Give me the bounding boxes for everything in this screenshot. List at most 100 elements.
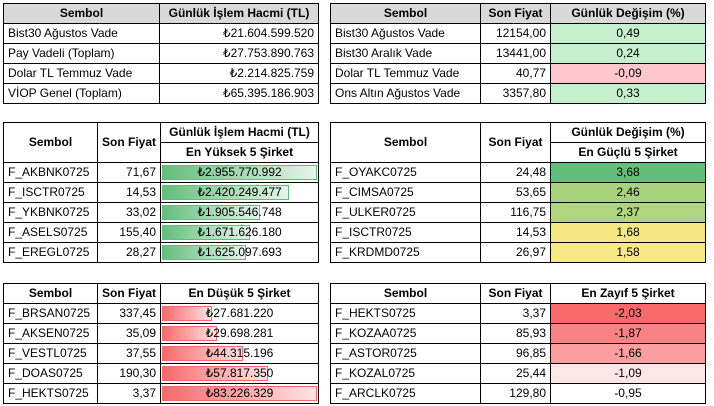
data-bar bbox=[162, 326, 217, 341]
price-cell: 3,37 bbox=[96, 383, 162, 404]
symbol-cell: F_AKSEN0725 bbox=[3, 323, 98, 344]
symbol-cell: F_ARCLK0725 bbox=[330, 383, 481, 404]
price-cell: 155,40 bbox=[96, 222, 162, 243]
price-cell: 14,53 bbox=[96, 182, 162, 203]
data-bar bbox=[162, 185, 289, 200]
table-row: Bist30 Ağustos Vade 12154,00 0,49 bbox=[330, 23, 706, 44]
symbol-cell: Pay Vadeli (Toplam) bbox=[3, 43, 160, 64]
volume-value: ₺1.625.097.693 bbox=[197, 245, 282, 259]
col-header-price: Son Fiyat bbox=[480, 283, 551, 304]
col-header-volume: Günlük İşlem Hacmi (TL) bbox=[159, 3, 319, 24]
symbol-cell: Ons Altın Ağustos Vade bbox=[330, 83, 481, 104]
price-cell: 13441,00 bbox=[480, 43, 551, 64]
summary-change-table: Sembol Son Fiyat Günlük Değişim (%) Bist… bbox=[330, 3, 706, 104]
symbol-cell: VİOP Genel (Toplam) bbox=[3, 83, 160, 104]
volume-bar-cell: ₺57.817.350 bbox=[160, 363, 320, 384]
top-gainers-table: Sembol Son Fiyat Günlük Değişim (%) En G… bbox=[330, 122, 706, 263]
table-row: F_VESTL0725 37,55 ₺44.315.196 bbox=[3, 343, 320, 364]
volume-bar-cell: ₺1.671.626.180 bbox=[160, 222, 320, 243]
price-cell: 14,53 bbox=[480, 222, 551, 243]
subheader-top-gainers: En Güçlü 5 Şirket bbox=[550, 142, 706, 163]
change-cell: 0,24 bbox=[550, 43, 706, 64]
price-cell: 33,02 bbox=[96, 202, 162, 223]
price-cell: 129,80 bbox=[480, 383, 551, 404]
data-bar bbox=[162, 366, 269, 381]
price-cell: 85,93 bbox=[480, 323, 551, 344]
table-row: F_DOAS0725 190,30 ₺57.817.350 bbox=[3, 363, 320, 384]
col-header-price: Son Fiyat bbox=[96, 283, 162, 304]
table-row: F_HEKTS0725 3,37 -2,03 bbox=[330, 303, 706, 324]
volume-bar-cell: ₺2.955.770.992 bbox=[160, 162, 320, 183]
price-cell: 35,09 bbox=[96, 323, 162, 344]
table-row: F_ULKER0725 116,75 2,37 bbox=[330, 202, 706, 223]
col-header-symbol: Sembol bbox=[330, 3, 481, 24]
table-row: F_ASELS0725 155,40 ₺1.671.626.180 bbox=[3, 222, 320, 243]
change-cell: -1,09 bbox=[550, 363, 706, 384]
low-volume-table: Sembol Son Fiyat En Düşük 5 Şirket F_BRS… bbox=[3, 283, 320, 404]
table-row: F_ISCTR0725 14,53 1,68 bbox=[330, 222, 706, 243]
table-row: Pay Vadeli (Toplam) ₺27.753.890.763 bbox=[3, 43, 319, 64]
change-cell: -1,66 bbox=[550, 343, 706, 364]
price-cell: 25,44 bbox=[480, 363, 551, 384]
volume-bar-cell: ₺1.625.097.693 bbox=[160, 242, 320, 263]
volume-value: ₺57.817.350 bbox=[205, 366, 274, 380]
symbol-cell: F_YKBNK0725 bbox=[3, 202, 98, 223]
col-header-lowest: En Düşük 5 Şirket bbox=[160, 283, 320, 304]
change-cell: 1,68 bbox=[550, 222, 706, 243]
col-header-symbol: Sembol bbox=[3, 283, 98, 304]
change-cell: 2,46 bbox=[550, 182, 706, 203]
data-bar bbox=[162, 386, 318, 401]
symbol-cell: F_VESTL0725 bbox=[3, 343, 98, 364]
price-cell: 28,27 bbox=[96, 242, 162, 263]
volume-cell: ₺65.395.186.903 bbox=[159, 83, 319, 104]
symbol-cell: F_CIMSA0725 bbox=[330, 182, 481, 203]
volume-cell: ₺2.214.825.759 bbox=[159, 63, 319, 84]
table-row: F_HEKTS0725 3,37 ₺83.226.329 bbox=[3, 383, 320, 404]
change-cell: -2,03 bbox=[550, 303, 706, 324]
symbol-cell: F_ASTOR0725 bbox=[330, 343, 481, 364]
symbol-cell: F_KRDMD0725 bbox=[330, 242, 481, 263]
col-header-symbol: Sembol bbox=[330, 283, 481, 304]
symbol-cell: F_ISCTR0725 bbox=[330, 222, 481, 243]
price-cell: 71,67 bbox=[96, 162, 162, 183]
data-bar bbox=[162, 225, 250, 240]
volume-value: ₺29.698.281 bbox=[205, 326, 274, 340]
change-cell: 0,49 bbox=[550, 23, 706, 44]
summary-volume-panel: Sembol Günlük İşlem Hacmi (TL) Bist30 Ağ… bbox=[3, 3, 319, 104]
symbol-cell: F_AKBNK0725 bbox=[3, 162, 98, 183]
col-header-symbol: Sembol bbox=[3, 3, 160, 24]
volume-value: ₺1.905.546.748 bbox=[197, 205, 282, 219]
data-bar bbox=[162, 306, 212, 321]
col-header-volume: Günlük İşlem Hacmi (TL) bbox=[160, 122, 320, 143]
summary-change-panel: Sembol Son Fiyat Günlük Değişim (%) Bist… bbox=[330, 3, 706, 104]
price-cell: 337,45 bbox=[96, 303, 162, 324]
price-cell: 37,55 bbox=[96, 343, 162, 364]
volume-cell: ₺27.753.890.763 bbox=[159, 43, 319, 64]
volume-value: ₺1.671.626.180 bbox=[197, 225, 282, 239]
data-bar bbox=[162, 346, 244, 361]
symbol-cell: Bist30 Ağustos Vade bbox=[3, 23, 160, 44]
price-cell: 116,75 bbox=[480, 202, 551, 223]
volume-value: ₺2.955.770.992 bbox=[197, 165, 282, 179]
change-cell: 0,33 bbox=[550, 83, 706, 104]
top-gainers-panel: Sembol Son Fiyat Günlük Değişim (%) En G… bbox=[330, 122, 706, 263]
change-cell: 3,68 bbox=[550, 162, 706, 183]
price-cell: 96,85 bbox=[480, 343, 551, 364]
symbol-cell: F_HEKTS0725 bbox=[330, 303, 481, 324]
volume-value: ₺44.315.196 bbox=[205, 346, 274, 360]
table-row: F_CIMSA0725 53,65 2,46 bbox=[330, 182, 706, 203]
top-losers-table: Sembol Son Fiyat En Zayıf 5 Şirket F_HEK… bbox=[330, 283, 706, 404]
top-volume-table: Sembol Son Fiyat Günlük İşlem Hacmi (TL)… bbox=[3, 122, 320, 263]
col-header-change: Günlük Değişim (%) bbox=[550, 3, 706, 24]
symbol-cell: F_BRSAN0725 bbox=[3, 303, 98, 324]
symbol-cell: F_ISCTR0725 bbox=[3, 182, 98, 203]
table-row: F_AKBNK0725 71,67 ₺2.955.770.992 bbox=[3, 162, 320, 183]
volume-bar-cell: ₺2.420.249.477 bbox=[160, 182, 320, 203]
symbol-cell: F_KOZAA0725 bbox=[330, 323, 481, 344]
table-row: F_EREGL0725 28,27 ₺1.625.097.693 bbox=[3, 242, 320, 263]
col-header-change: Günlük Değişim (%) bbox=[550, 122, 706, 143]
price-cell: 3357,80 bbox=[480, 83, 551, 104]
col-header-price: Son Fiyat bbox=[480, 122, 551, 163]
volume-cell: ₺21.604.599.520 bbox=[159, 23, 319, 44]
symbol-cell: Bist30 Ağustos Vade bbox=[330, 23, 481, 44]
